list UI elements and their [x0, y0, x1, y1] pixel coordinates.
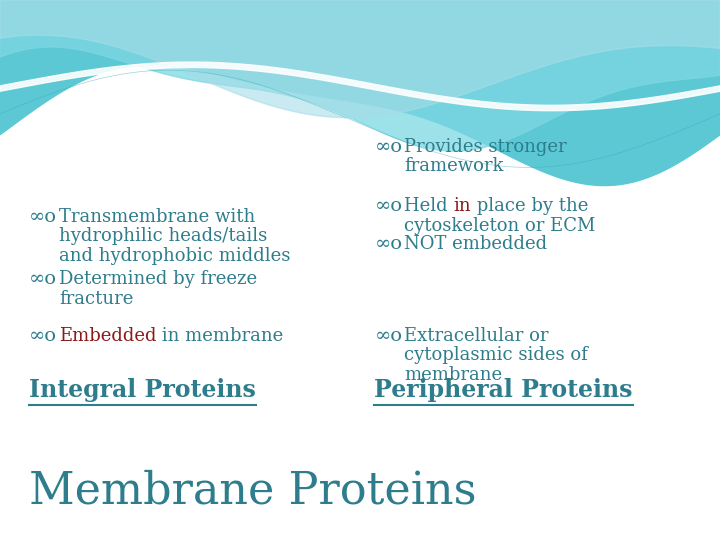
- Text: ∞o: ∞o: [29, 327, 57, 345]
- Text: place by the: place by the: [472, 197, 589, 215]
- Text: Extracellular or: Extracellular or: [405, 327, 549, 345]
- Text: ∞o: ∞o: [374, 197, 402, 215]
- Text: hydrophilic heads/tails: hydrophilic heads/tails: [59, 227, 267, 245]
- Text: cytoskeleton or ECM: cytoskeleton or ECM: [405, 217, 595, 234]
- Text: ∞o: ∞o: [29, 208, 57, 226]
- Text: ∞o: ∞o: [374, 235, 402, 253]
- Text: Provides stronger: Provides stronger: [405, 138, 567, 156]
- Text: Determined by freeze: Determined by freeze: [59, 270, 257, 288]
- Text: and hydrophobic middles: and hydrophobic middles: [59, 247, 290, 265]
- Text: in: in: [454, 197, 472, 215]
- Text: framework: framework: [405, 157, 504, 175]
- Text: Membrane Proteins: Membrane Proteins: [29, 470, 477, 513]
- Polygon shape: [0, 0, 720, 151]
- Text: membrane: membrane: [405, 366, 503, 384]
- Text: cytoplasmic sides of: cytoplasmic sides of: [405, 346, 588, 364]
- Text: in membrane: in membrane: [156, 327, 284, 345]
- Text: ∞o: ∞o: [29, 270, 57, 288]
- Text: Held: Held: [405, 197, 454, 215]
- Text: Transmembrane with: Transmembrane with: [59, 208, 255, 226]
- Text: fracture: fracture: [59, 289, 133, 307]
- Text: Integral Proteins: Integral Proteins: [29, 378, 256, 402]
- Text: Embedded: Embedded: [59, 327, 156, 345]
- Text: Peripheral Proteins: Peripheral Proteins: [374, 378, 633, 402]
- Text: ∞o: ∞o: [374, 327, 402, 345]
- Text: NOT embedded: NOT embedded: [405, 235, 547, 253]
- Polygon shape: [0, 0, 720, 186]
- Text: ∞o: ∞o: [374, 138, 402, 156]
- Polygon shape: [0, 0, 720, 118]
